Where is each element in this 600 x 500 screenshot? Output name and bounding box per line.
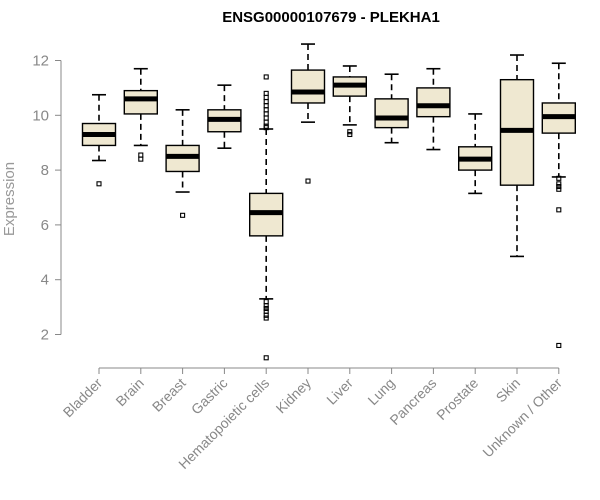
outlier-point [263, 125, 269, 131]
y-axis: 2 4 6 8 10 12 [32, 53, 62, 344]
outlier-point [263, 312, 269, 318]
chart-title: ENSG00000107679 - PLEKHA1 [222, 9, 440, 26]
outlier-point [263, 103, 269, 109]
outlier-point [263, 315, 269, 321]
x-tick-label: Liver [323, 375, 356, 408]
outlier-point [263, 94, 269, 101]
box-group [248, 74, 284, 361]
outlier-point [263, 74, 269, 80]
box-group [123, 67, 159, 162]
y-axis-label: Expression [1, 162, 18, 236]
outlier-point [347, 131, 353, 138]
outlier-point [263, 305, 269, 312]
box-group [165, 109, 200, 218]
iqr-box [290, 69, 326, 104]
y-tick-label: 6 [41, 217, 49, 234]
box-group [416, 67, 451, 151]
iqr-box [416, 87, 451, 118]
iqr-box [123, 89, 159, 115]
x-tick-label: Brain [112, 375, 146, 409]
outlier-point [556, 207, 562, 213]
outlier-point [347, 129, 353, 135]
outlier-point [263, 107, 269, 113]
outlier-point [556, 181, 562, 187]
outlier-point [556, 186, 562, 192]
x-tick-label: Prostate [433, 375, 481, 423]
box-group [332, 65, 367, 138]
y-tick-label: 2 [41, 327, 49, 344]
outlier-point [263, 355, 269, 361]
x-tick-label: Lung [364, 375, 397, 408]
outlier-point [305, 178, 311, 184]
outlier-point [263, 308, 269, 314]
x-tick-label: Skin [493, 375, 524, 406]
box-group [458, 113, 493, 195]
outlier-point [556, 175, 562, 181]
iqr-box [374, 98, 409, 129]
outlier-point [263, 119, 269, 125]
outlier-point [263, 303, 269, 309]
y-tick-label: 12 [32, 53, 49, 70]
outlier-point [263, 299, 269, 305]
box-group [374, 73, 409, 144]
outlier-point [263, 115, 269, 121]
x-tick-label: Bladder [60, 375, 106, 421]
x-tick-label: Unknown / Other [479, 375, 565, 461]
outlier-point [180, 212, 186, 218]
outlier-point [263, 111, 269, 117]
box-group [499, 54, 535, 258]
x-tick-label: Kidney [273, 375, 315, 417]
y-tick-label: 4 [41, 272, 49, 289]
box-group [541, 62, 576, 349]
outlier-point [556, 342, 562, 349]
outlier-point [96, 181, 102, 187]
outlier-point [138, 152, 144, 158]
y-tick-label: 10 [32, 107, 49, 124]
outlier-point [263, 99, 269, 105]
outlier-point [138, 156, 144, 162]
outlier-point [263, 123, 269, 129]
plot-area [81, 43, 576, 361]
x-tick-label: Breast [149, 375, 189, 415]
y-tick-label: 8 [41, 162, 49, 179]
box-group [290, 43, 326, 184]
box-group [81, 93, 117, 187]
outlier-point [556, 183, 562, 190]
outlier-point [263, 90, 269, 96]
box-group [207, 84, 242, 149]
